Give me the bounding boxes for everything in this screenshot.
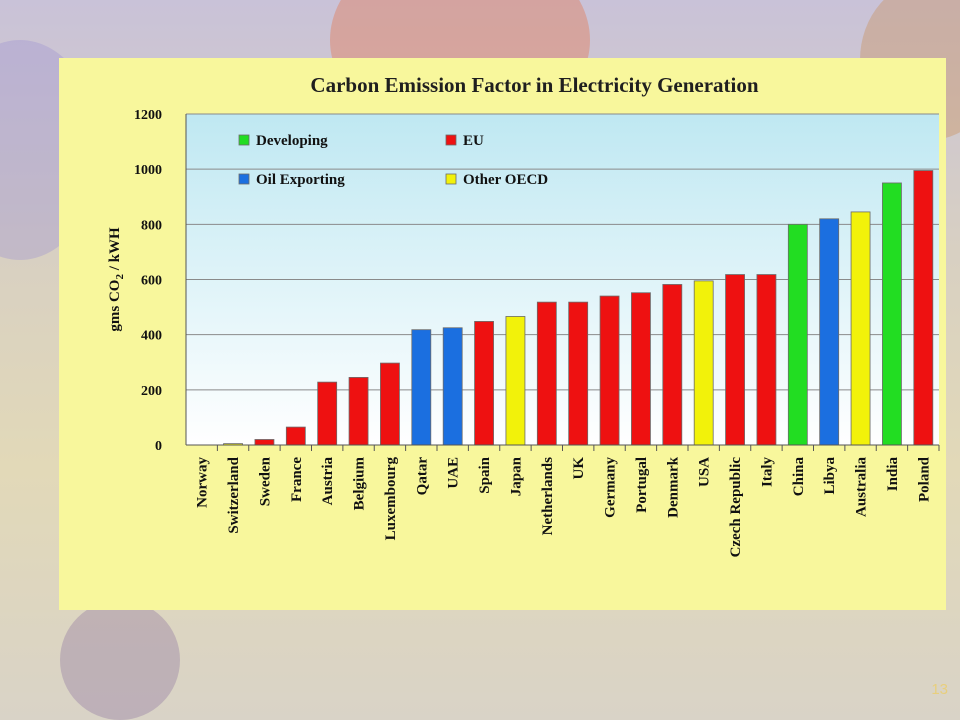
x-tick-label: Sweden — [257, 456, 273, 506]
x-tick-label: India — [885, 457, 901, 492]
legend-label: EU — [463, 133, 484, 149]
bar-uk — [568, 301, 589, 446]
x-tick-label: Austria — [320, 457, 336, 506]
x-tick-label: Denmark — [665, 456, 681, 517]
bar-belgium — [348, 377, 369, 446]
y-tick-label: 200 — [141, 384, 162, 399]
y-tick-label: 0 — [155, 439, 162, 454]
bar-australia — [850, 211, 871, 446]
x-tick-label: Switzerland — [226, 456, 242, 533]
y-tick-label: 1200 — [134, 108, 162, 123]
y-tick-label: 400 — [141, 329, 162, 344]
x-tick-label: Libya — [822, 457, 838, 495]
chart-panel: Carbon Emission Factor in Electricity Ge… — [59, 58, 946, 610]
x-tick-label: Qatar — [414, 457, 430, 496]
x-tick-label: Portugal — [634, 457, 650, 513]
bar-qatar — [411, 329, 432, 446]
x-tick-label: Australia — [854, 457, 870, 518]
bar-libya — [819, 218, 840, 446]
background-balloon-shape — [60, 600, 180, 720]
bar-poland — [913, 170, 934, 446]
chart-title: Carbon Emission Factor in Electricity Ge… — [310, 73, 758, 97]
x-tick-label: Netherlands — [540, 457, 556, 535]
bar-usa — [693, 280, 714, 446]
y-tick-label: 1000 — [134, 163, 162, 178]
bar-india — [882, 182, 902, 446]
bar-france — [285, 426, 306, 446]
bar-luxembourg — [380, 362, 400, 446]
x-tick-label: Germany — [603, 457, 619, 518]
legend-label: Developing — [256, 133, 328, 149]
bar-chart: Carbon Emission Factor in Electricity Ge… — [107, 73, 940, 558]
x-tick-label: France — [289, 457, 305, 502]
bar-sweden — [254, 439, 275, 446]
bar-germany — [599, 295, 620, 446]
y-tick-label: 800 — [141, 218, 162, 233]
bar-netherlands — [536, 301, 557, 446]
y-tick-label: 600 — [141, 274, 162, 289]
legend-swatch-oil-exporting — [238, 173, 250, 185]
x-tick-label: USA — [697, 457, 713, 487]
x-tick-label: Norway — [195, 457, 211, 508]
legend-swatch-eu — [445, 134, 457, 146]
x-tick-label: Belgium — [352, 457, 368, 511]
y-axis-title: gms CO2 / kWH — [107, 227, 126, 332]
legend-label: Other OECD — [463, 172, 548, 188]
bar-china — [787, 223, 808, 446]
x-tick-label: UAE — [446, 457, 462, 489]
x-tick-label: Poland — [916, 456, 932, 502]
legend-swatch-developing — [238, 134, 250, 146]
bar-portugal — [631, 292, 651, 446]
x-tick-label: Czech Republic — [728, 457, 744, 558]
bar-japan — [505, 316, 526, 446]
bar-austria — [317, 381, 338, 446]
legend-label: Oil Exporting — [256, 172, 345, 188]
bar-spain — [474, 321, 494, 446]
x-tick-label: China — [791, 457, 807, 497]
bar-denmark — [662, 284, 683, 446]
bar-uae — [442, 327, 463, 446]
bar-czech-republic — [725, 274, 745, 446]
bar-italy — [756, 274, 777, 446]
x-tick-label: Japan — [508, 456, 524, 496]
x-tick-label: Luxembourg — [383, 457, 399, 541]
x-tick-label: Italy — [759, 457, 775, 488]
x-tick-label: Spain — [477, 456, 493, 493]
legend-swatch-other-oecd — [445, 173, 457, 185]
slide-number: 13 — [931, 681, 948, 698]
x-tick-label: UK — [571, 457, 587, 480]
